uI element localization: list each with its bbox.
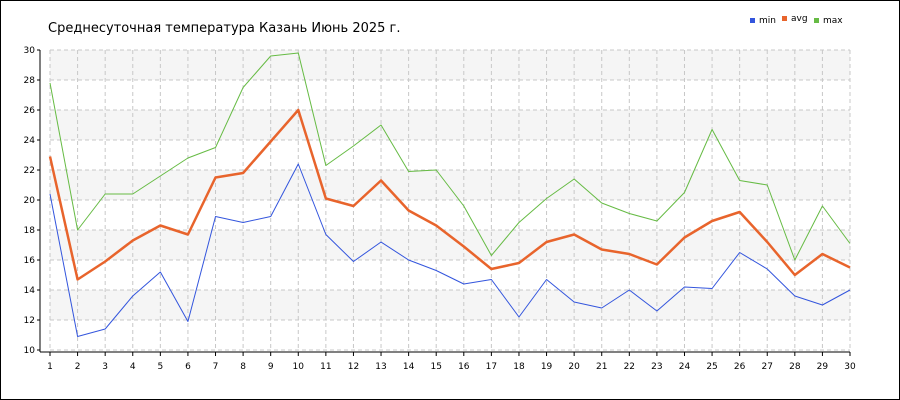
x-tick-label: 6 bbox=[185, 362, 191, 372]
y-tick-label: 16 bbox=[24, 256, 36, 266]
background-band bbox=[50, 110, 850, 140]
x-tick-label: 11 bbox=[320, 362, 331, 372]
series-line-avg bbox=[48, 108, 851, 281]
grid-lines bbox=[49, 49, 851, 351]
series-layer bbox=[48, 52, 851, 337]
background-band bbox=[50, 290, 850, 320]
legend-label-min: min bbox=[759, 16, 776, 26]
x-tick-labels: 1 2 3 4 5 6 7 8 9 10 11 12 13 14 15 16 17 18 19 20 21 22 23 24 2… bbox=[47, 352, 856, 372]
x-tick-label: 17 bbox=[486, 362, 497, 372]
x-tick-label: 15 bbox=[430, 362, 441, 372]
legend-label-avg: avg bbox=[791, 14, 808, 24]
x-tick-label: 14 bbox=[403, 362, 415, 372]
y-tick-label: 10 bbox=[24, 346, 36, 356]
legend-label-max: max bbox=[823, 16, 843, 26]
x-tick-label: 12 bbox=[348, 362, 359, 372]
x-tick-label: 28 bbox=[789, 362, 801, 372]
x-tick-label: 19 bbox=[541, 362, 553, 372]
background-bands bbox=[50, 50, 850, 320]
y-tick-label: 30 bbox=[24, 46, 36, 56]
legend: min avg max bbox=[750, 14, 843, 26]
y-tick-labels: 10 12 14 16 18 20 22 24 26 28 30 bbox=[24, 46, 40, 356]
x-tick-label: 20 bbox=[568, 362, 580, 372]
x-tick-label: 16 bbox=[458, 362, 470, 372]
chart-title: Среднесуточная температура Казань Июнь 2… bbox=[48, 21, 401, 36]
x-tick-label: 25 bbox=[706, 362, 717, 372]
legend-swatch-min bbox=[750, 18, 755, 23]
legend-swatch-avg bbox=[782, 16, 787, 21]
x-tick-label: 27 bbox=[762, 362, 773, 372]
axes bbox=[39, 50, 850, 353]
series-line-min bbox=[49, 163, 851, 337]
x-tick-label: 29 bbox=[817, 362, 829, 372]
background-band bbox=[50, 50, 850, 80]
x-tick-label: 1 bbox=[47, 362, 53, 372]
x-tick-label: 4 bbox=[130, 362, 136, 372]
x-tick-label: 7 bbox=[213, 362, 219, 372]
x-tick-label: 23 bbox=[651, 362, 662, 372]
x-tick-label: 26 bbox=[734, 362, 746, 372]
x-tick-label: 2 bbox=[75, 362, 81, 372]
x-tick-label: 13 bbox=[375, 362, 386, 372]
y-tick-label: 12 bbox=[24, 316, 35, 326]
x-tick-label: 30 bbox=[844, 362, 856, 372]
x-tick-label: 18 bbox=[513, 362, 525, 372]
x-tick-label: 9 bbox=[268, 362, 274, 372]
x-tick-label: 10 bbox=[293, 362, 305, 372]
y-tick-label: 26 bbox=[24, 106, 36, 116]
legend-swatch-max bbox=[814, 18, 819, 23]
x-tick-label: 22 bbox=[624, 362, 635, 372]
x-tick-label: 3 bbox=[102, 362, 108, 372]
x-tick-label: 21 bbox=[596, 362, 607, 372]
series-line-max bbox=[49, 52, 851, 261]
background-band bbox=[50, 170, 850, 200]
x-tick-label: 5 bbox=[157, 362, 163, 372]
y-tick-label: 22 bbox=[24, 166, 35, 176]
y-tick-label: 18 bbox=[24, 226, 36, 236]
y-tick-label: 28 bbox=[24, 76, 36, 86]
y-tick-label: 14 bbox=[24, 286, 36, 296]
x-tick-label: 24 bbox=[679, 362, 691, 372]
y-tick-label: 20 bbox=[24, 196, 36, 206]
x-tick-label: 8 bbox=[240, 362, 246, 372]
y-tick-label: 24 bbox=[24, 136, 36, 146]
